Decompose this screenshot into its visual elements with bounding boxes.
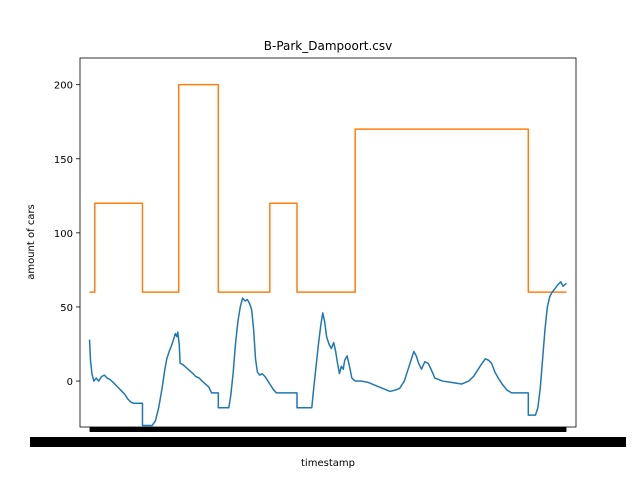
x-axis-label: timestamp <box>301 458 355 469</box>
y-tick-label: 0 <box>67 377 73 388</box>
chart-title: B-Park_Dampoort.csv <box>264 39 392 53</box>
y-tick-label: 100 <box>54 229 73 240</box>
series-line-2 <box>88 281 567 427</box>
y-tick-label: 50 <box>60 303 73 314</box>
y-tick-label: 150 <box>54 155 73 166</box>
x-tick-band <box>30 427 626 447</box>
y-tick-label: 200 <box>54 81 73 92</box>
y-axis-ticks: 0 50 100 150 200 <box>54 81 80 388</box>
data-series <box>88 83 567 427</box>
y-axis-label: amount of cars <box>26 204 37 280</box>
x-tick-marks <box>89 427 567 432</box>
series-line-1 <box>89 83 567 293</box>
plot-frame <box>79 57 577 428</box>
x-tick-labels-overlapping <box>30 437 626 447</box>
